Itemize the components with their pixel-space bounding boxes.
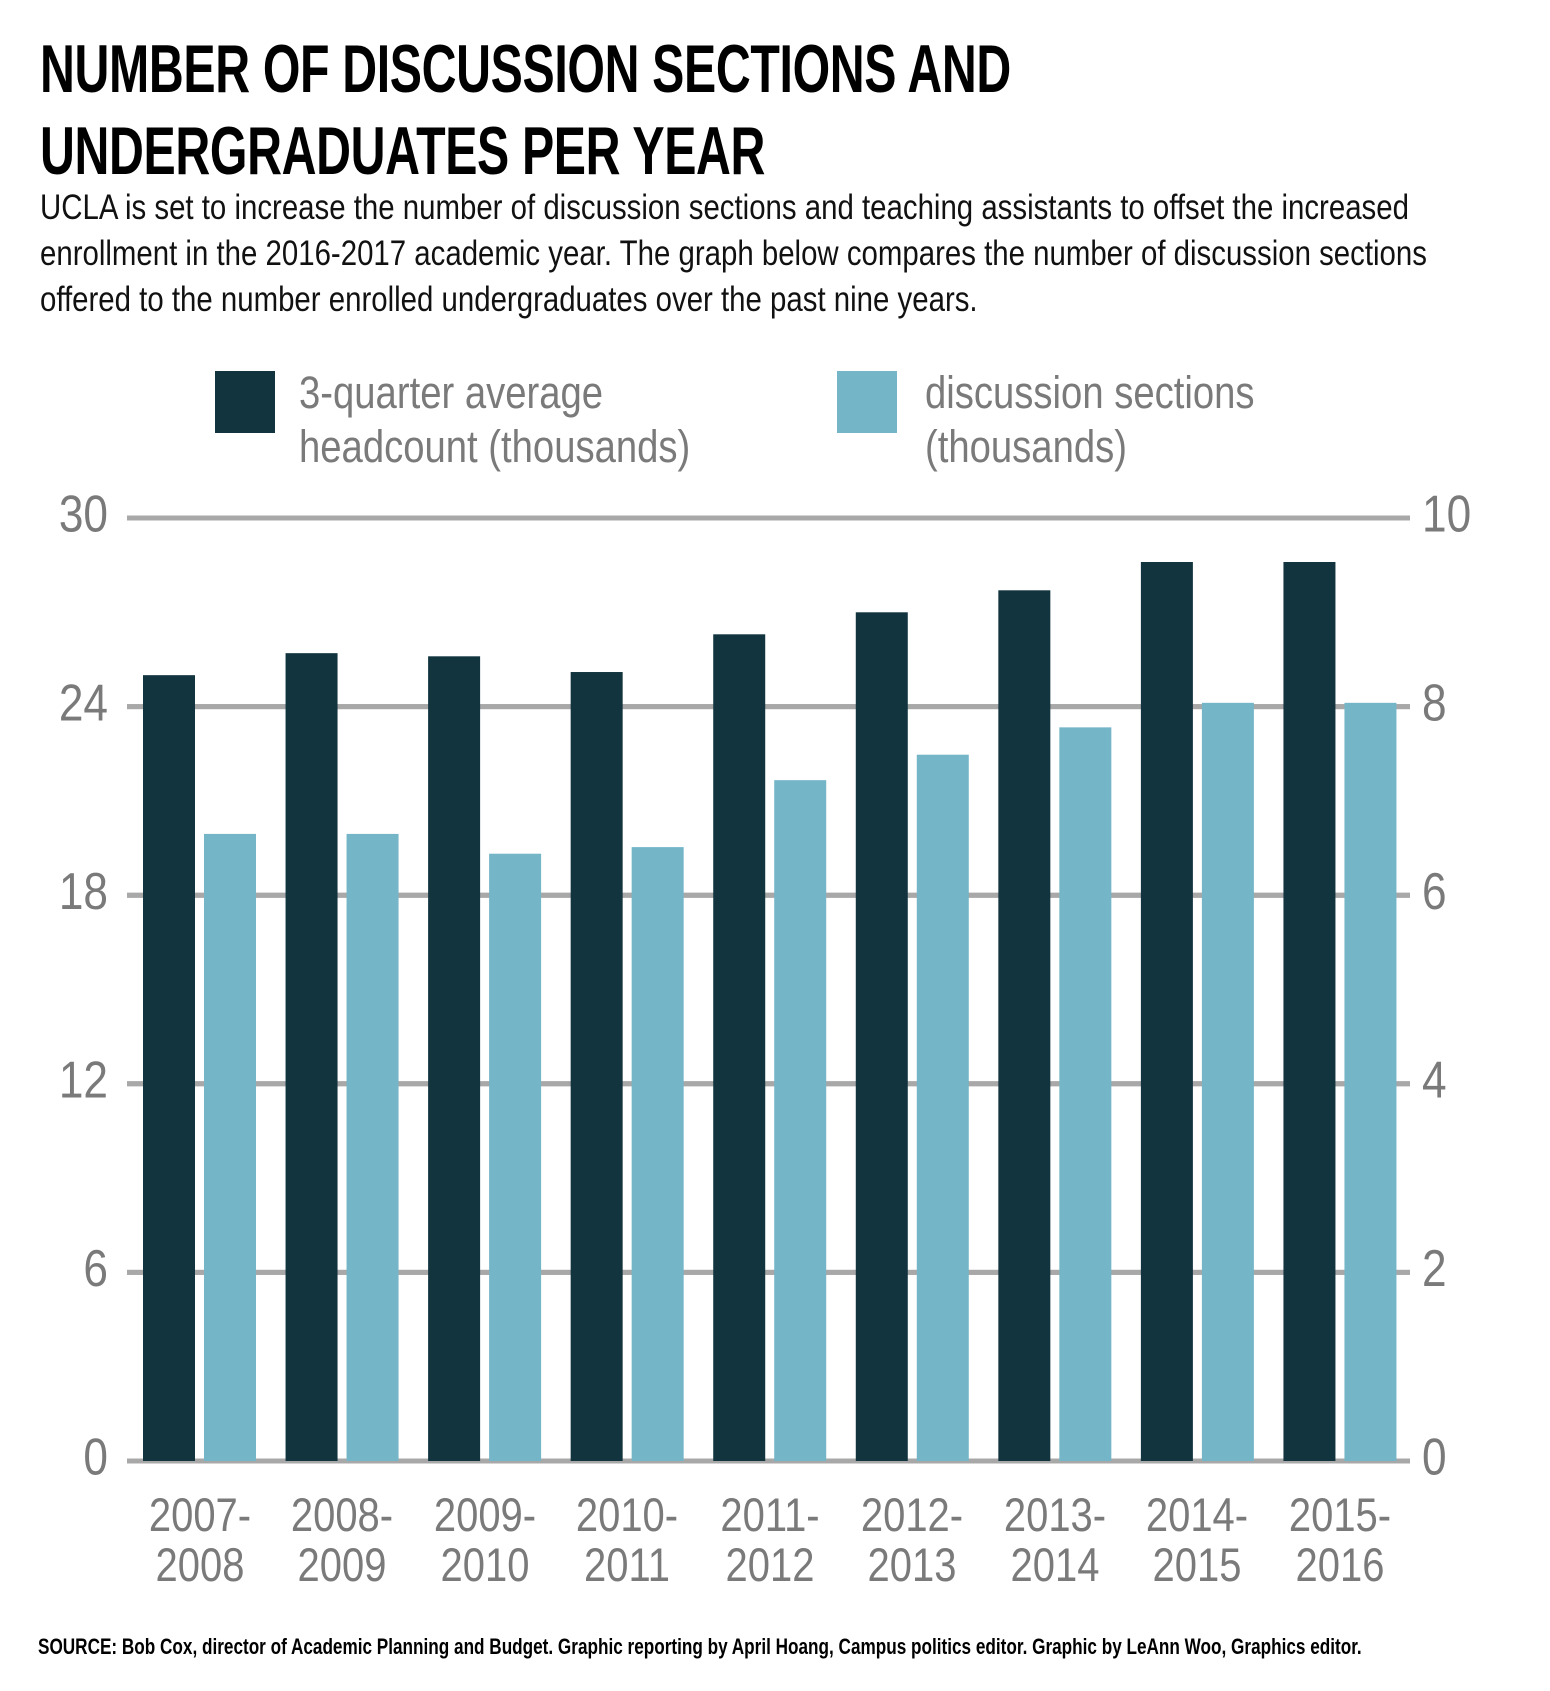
- source-note: SOURCE: Bob Cox, director of Academic Pl…: [38, 1634, 1362, 1659]
- y2-tick-label: 10: [1422, 485, 1471, 543]
- bar: [570, 672, 623, 1461]
- y-tick-label: 30: [59, 485, 108, 543]
- bar: [713, 634, 766, 1461]
- bar: [1140, 562, 1193, 1461]
- y-tick-label: 24: [59, 674, 108, 732]
- y-tick-label: 6: [83, 1240, 108, 1298]
- bar: [204, 833, 256, 1461]
- x-tick-label: 2009-2010: [433, 1488, 536, 1591]
- y2-tick-label: 2: [1422, 1240, 1447, 1298]
- y-tick-label: 12: [59, 1051, 108, 1109]
- x-tick-label: 2011-2012: [720, 1488, 820, 1591]
- bar: [1201, 702, 1254, 1461]
- legend-swatch: [837, 371, 897, 433]
- x-tick-label: 2013-2014: [1003, 1488, 1106, 1591]
- bar: [916, 754, 969, 1461]
- x-tick-label: 2014-2015: [1146, 1488, 1249, 1591]
- bar: [1283, 562, 1336, 1461]
- bar: [998, 590, 1051, 1461]
- bar: [1059, 727, 1112, 1461]
- legend-label: discussion sections (thousands): [925, 367, 1255, 472]
- y2-tick-label: 6: [1422, 863, 1447, 921]
- y2-tick-label: 4: [1422, 1051, 1447, 1109]
- bar: [855, 612, 908, 1461]
- bar: [143, 675, 195, 1461]
- bar: [1344, 702, 1397, 1461]
- bar: [428, 656, 481, 1461]
- chart-title: NUMBER OF DISCUSSION SECTIONS AND UNDERG…: [40, 31, 1011, 189]
- x-tick-label: 2008-2009: [290, 1488, 394, 1591]
- bar: [631, 847, 684, 1461]
- y2-tick-label: 0: [1422, 1428, 1447, 1486]
- x-tick-label: 2010-2011: [576, 1488, 679, 1591]
- bar: [489, 853, 542, 1461]
- y-tick-label: 18: [59, 863, 108, 921]
- y-tick-label: 0: [83, 1428, 108, 1486]
- legend-swatch: [215, 371, 275, 433]
- legend-label: 3-quarter average headcount (thousands): [299, 367, 691, 472]
- bar: [285, 653, 338, 1461]
- x-tick-label: 2007-2008: [148, 1488, 251, 1591]
- bar: [346, 833, 399, 1461]
- bar: [774, 780, 827, 1461]
- chart-subtitle: UCLA is set to increase the number of di…: [40, 188, 1427, 319]
- x-tick-label: 2015-2016: [1288, 1488, 1392, 1591]
- x-tick-label: 2012-2013: [861, 1488, 964, 1591]
- y2-tick-label: 8: [1422, 674, 1447, 732]
